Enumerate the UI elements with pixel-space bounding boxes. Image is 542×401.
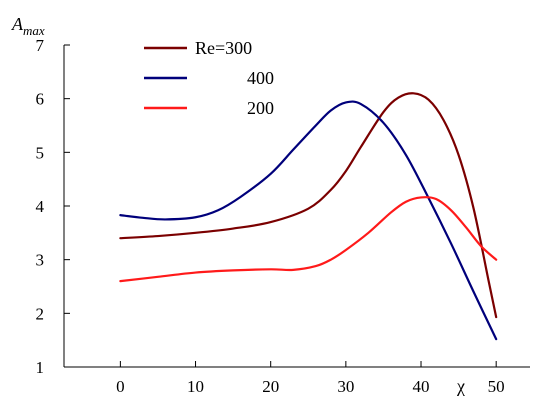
y-axis-title-subscript: max bbox=[23, 23, 45, 38]
y-axis-title-base: A bbox=[11, 14, 24, 34]
x-tick-label: 50 bbox=[488, 377, 505, 396]
series-line-1 bbox=[119, 100, 498, 341]
legend: Re=300 400 200 bbox=[144, 38, 274, 118]
x-axis-title: χ bbox=[456, 376, 465, 396]
y-tick-label: 2 bbox=[36, 304, 45, 323]
x-tick-label: 40 bbox=[413, 377, 430, 396]
series-line-2 bbox=[119, 196, 498, 283]
x-tick-label: 30 bbox=[337, 377, 354, 396]
y-axis-title: Amax bbox=[11, 14, 45, 38]
y-tick-label: 3 bbox=[36, 251, 45, 270]
legend-label-0: Re=300 bbox=[195, 38, 252, 58]
x-tick-label: 20 bbox=[262, 377, 279, 396]
chart-axes: 1 2 3 4 5 6 7 0 10 20 30 40 50 bbox=[36, 36, 530, 396]
series-layer bbox=[119, 92, 498, 341]
x-axis-ticks: 0 10 20 30 40 50 bbox=[116, 361, 505, 396]
y-tick-label: 1 bbox=[36, 358, 45, 377]
series-line-0 bbox=[119, 92, 498, 319]
legend-label-2: 200 bbox=[247, 98, 274, 118]
y-axis-ticks: 1 2 3 4 5 6 7 bbox=[36, 36, 70, 377]
y-tick-label: 6 bbox=[36, 90, 45, 109]
y-tick-label: 7 bbox=[36, 36, 45, 55]
x-tick-label: 0 bbox=[116, 377, 125, 396]
x-tick-label: 10 bbox=[187, 377, 204, 396]
y-tick-label: 5 bbox=[36, 143, 45, 162]
y-tick-label: 4 bbox=[36, 197, 45, 216]
legend-label-1: 400 bbox=[247, 68, 274, 88]
